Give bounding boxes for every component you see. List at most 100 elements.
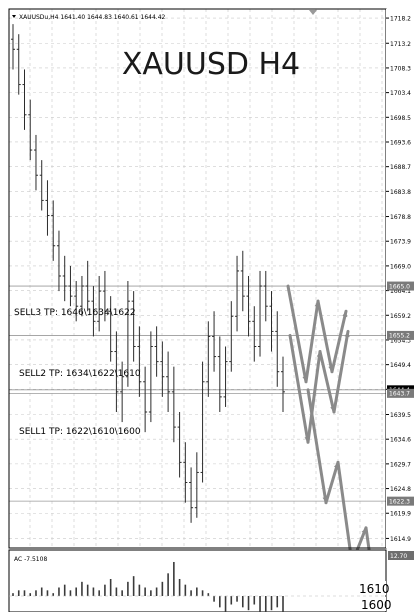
ac-bar [184,584,187,596]
target-1600-label: 1600 [361,598,392,612]
price-tick-label: 1629.7 [390,461,411,468]
price-bar[interactable] [206,321,211,397]
price-bar[interactable] [16,34,21,95]
price-bar[interactable] [177,411,182,478]
label-1600-bg [360,597,386,611]
price-bar[interactable] [39,160,44,211]
price-axis-background [386,9,414,548]
candles[interactable] [11,24,285,523]
price-bar[interactable] [148,331,153,423]
price-bar[interactable] [62,255,67,302]
price-bar[interactable] [200,361,205,483]
price-bar[interactable] [235,255,240,332]
price-tag-label: 1665.0 [389,283,410,290]
price-bar[interactable] [258,270,263,357]
sell3-annotation: SELL3 TP: 1646\1634\1622 [14,308,136,318]
sell2-annotation: SELL2 TP: 1634\1622\1610 [19,369,141,379]
price-bar[interactable] [97,275,102,332]
ac-bar [201,590,204,596]
ac-bar [161,581,164,596]
projection-segment [316,299,334,374]
price-tick-label: 1649.4 [390,362,411,369]
ac-histogram [9,561,386,612]
price-bar[interactable] [143,366,148,433]
projection-segment [332,329,350,414]
price-bar[interactable] [183,442,188,503]
price-levels [9,285,386,502]
price-bar[interactable] [33,134,38,191]
price-bar[interactable] [194,452,199,518]
price-bar[interactable] [131,291,136,362]
ac-bar [86,584,89,596]
price-bar[interactable] [166,351,171,412]
projection-segment [330,309,348,374]
price-bar[interactable] [22,69,27,130]
ac-bar [276,596,279,608]
price-tick-label: 1673.9 [390,239,411,246]
price-bar[interactable] [91,286,96,337]
price-bar[interactable] [74,281,79,322]
ac-bar [155,587,158,596]
price-bar[interactable] [28,99,33,161]
ac-bar [52,593,55,596]
ac-bar [12,593,14,596]
ac-bar [58,587,60,596]
price-bar[interactable] [281,356,285,412]
price-bar[interactable] [229,301,234,372]
price-bar[interactable] [269,291,274,352]
price-bar[interactable] [217,336,222,412]
ac-bar [241,596,244,608]
price-tag-bg [387,330,414,340]
projection-segment [286,284,308,384]
price-bar[interactable] [263,270,268,322]
price-tick-label: 1634.6 [390,437,411,444]
price-tick-label: 1693.6 [390,139,411,146]
price-bar[interactable] [102,270,107,322]
price-bar[interactable] [246,275,251,337]
price-tick-label: 1614.9 [390,536,411,543]
dropdown-triangle-icon[interactable] [12,15,16,18]
price-bar[interactable] [275,311,280,387]
ac-bar [230,596,233,605]
ac-bar [150,590,152,596]
projection-segment [318,350,336,414]
price-tick-label: 1713.2 [390,41,411,48]
ac-bar [259,596,261,612]
price-bar[interactable] [120,361,125,423]
projection-segment [336,460,354,565]
price-bar[interactable] [189,467,194,523]
price-bar[interactable] [240,250,245,312]
ac-bar [253,596,256,605]
price-bar[interactable] [51,200,56,261]
price-bar[interactable] [212,311,217,372]
chart-header: XAUUSDu,H4 1641.40 1644.83 1640.61 1644.… [12,10,317,21]
ac-bar [63,584,66,596]
price-bar[interactable] [252,306,257,362]
price-bar[interactable] [68,265,73,307]
chart-shift-marker-icon[interactable] [309,10,317,15]
price-tag-label: 1622.3 [389,498,410,505]
projection-segment [304,299,320,384]
price-tag-label: 1643.7 [389,391,410,398]
price-bar[interactable] [137,326,142,397]
price-bar[interactable] [154,326,159,377]
price-tag-bg [387,388,414,398]
price-bar[interactable] [125,281,130,387]
price-bar[interactable] [171,366,176,443]
price-bar[interactable] [114,331,119,412]
price-bar[interactable] [45,180,50,236]
ac-bar [69,590,72,596]
projection-segment [288,333,310,444]
price-bar[interactable] [11,24,15,70]
price-bar[interactable] [108,296,113,362]
price-bar[interactable] [79,275,84,317]
ac-bar [75,587,77,596]
price-bar[interactable] [160,341,165,397]
indicator-axis-top: 12.70 [390,553,407,560]
price-bar[interactable] [85,260,90,312]
price-bar[interactable] [223,346,228,407]
price-bar[interactable] [56,230,61,292]
ac-bar [132,576,135,596]
price-axis[interactable]: 1718.2 1713.2 1708.3 1703.4 1698.5 1693.6 1688… [386,9,414,548]
